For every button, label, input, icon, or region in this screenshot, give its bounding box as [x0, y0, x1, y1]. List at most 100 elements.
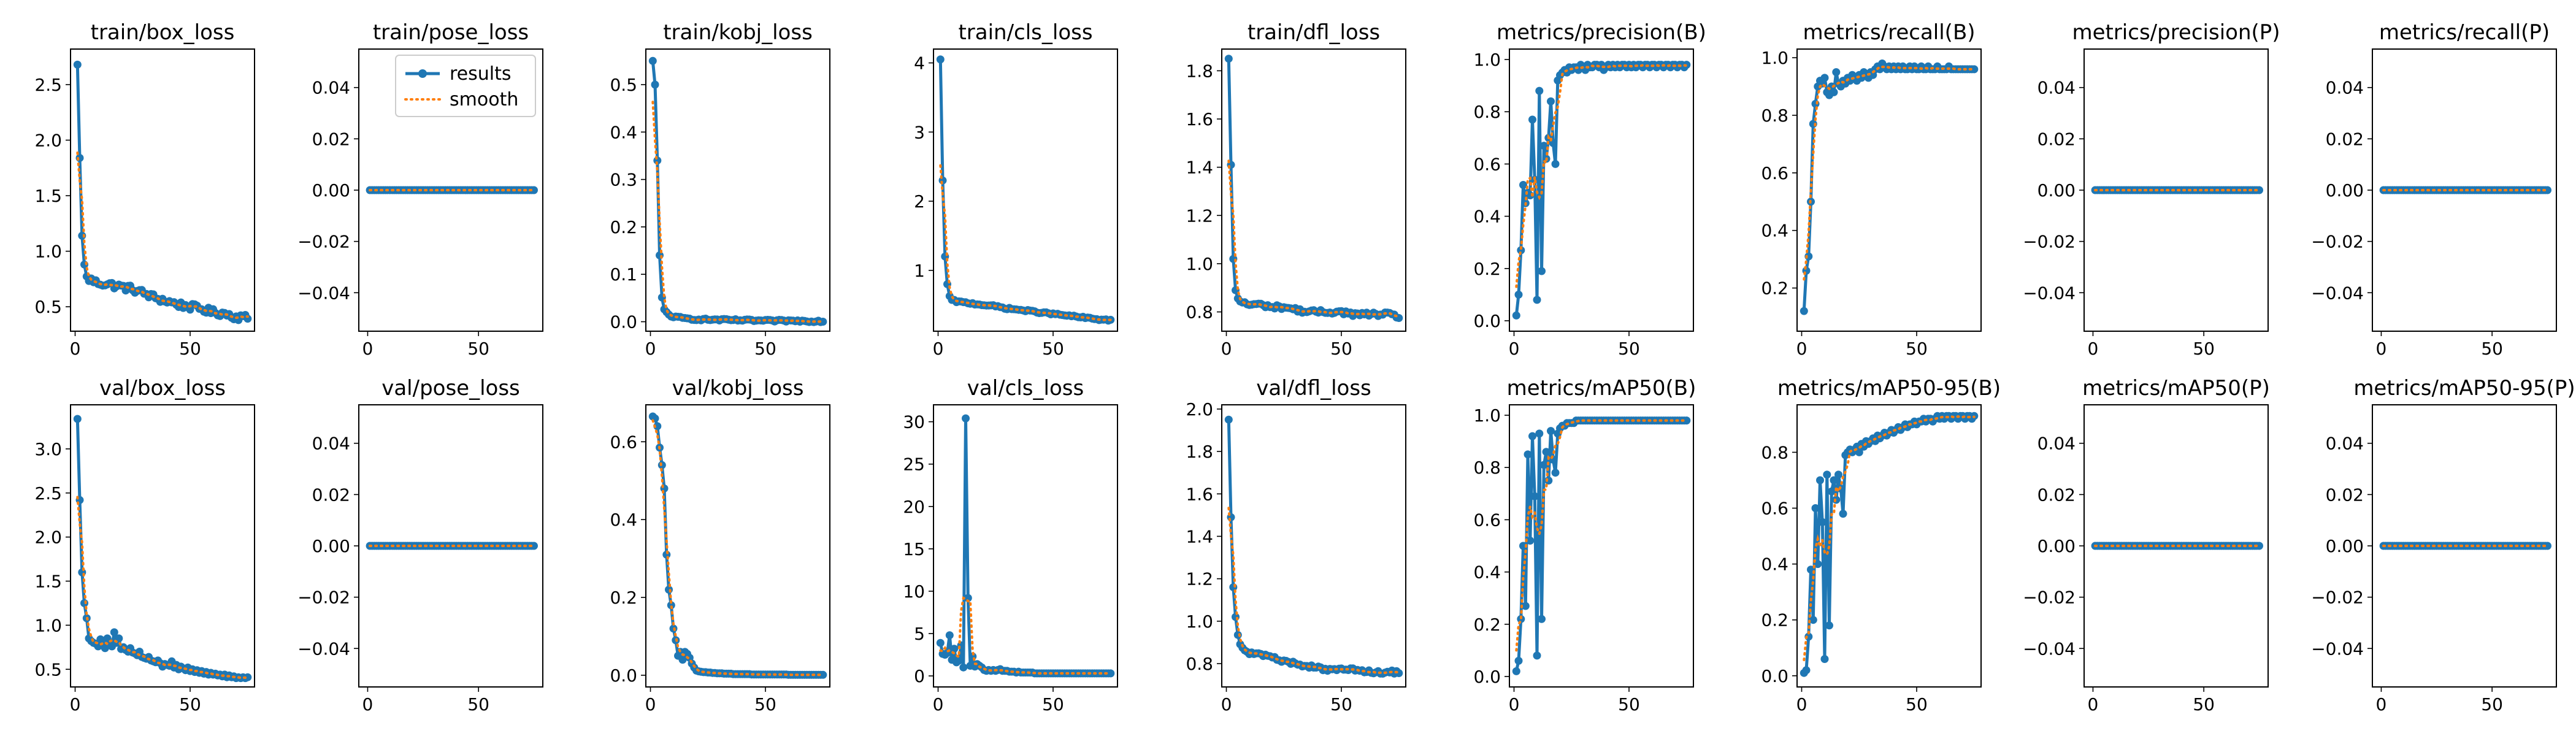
results-point	[1539, 142, 1548, 150]
subplot-metrics-map50-95-p: metrics/mAP50-95(P) −0.04 −0.02 0.00 0.02 0.0…	[2311, 376, 2575, 715]
subplot-title: val/box_loss	[99, 376, 226, 401]
y-tick-label: 1.0	[34, 242, 62, 262]
y-tick-label: 0.5	[610, 75, 637, 95]
results-point	[1535, 429, 1544, 438]
y-tick-label: 1.4	[1186, 526, 1213, 546]
y-tick-label: 0.04	[312, 434, 350, 454]
x-tick-label: 0	[933, 339, 944, 359]
smooth-line	[1227, 507, 1400, 675]
y-tick-label: −0.02	[2311, 588, 2364, 608]
y-tick-label: 0.02	[2326, 129, 2364, 149]
subplot-train-cls-loss: train/cls_loss 1 2 3 4 0 50	[914, 20, 1118, 359]
smooth-line	[651, 101, 824, 323]
y-tick-label: 0.4	[610, 122, 637, 142]
subplot-title: train/kobj_loss	[663, 20, 813, 45]
y-tick-label: 1.0	[1761, 48, 1788, 68]
y-tick-label: −0.04	[2311, 638, 2364, 659]
y-tick-label: 0.4	[1473, 207, 1501, 227]
subplot-train-kobj-loss: train/kobj_loss 0.0 0.1 0.2 0.3 0.4 0.5 0 50	[610, 20, 830, 359]
results-point	[1818, 518, 1827, 526]
y-tick-label: 1.4	[1186, 158, 1213, 178]
y-tick-label: 25	[903, 454, 925, 475]
y-tick-label: 0.2	[1761, 278, 1788, 299]
results-point	[2543, 186, 2551, 194]
y-tick-label: 0.2	[1761, 610, 1788, 631]
results-markers	[1224, 415, 1403, 678]
results-point	[1970, 65, 1979, 74]
smooth-line	[1803, 415, 1976, 661]
y-tick-label: 1	[914, 261, 925, 281]
results-markers	[936, 55, 1115, 325]
results-point	[1542, 448, 1551, 456]
y-tick-label: 0.02	[312, 485, 350, 505]
smooth-line	[939, 596, 1112, 675]
y-tick-label: 0.00	[2326, 536, 2364, 556]
results-point	[1533, 651, 1541, 660]
y-tick-label: 0.02	[2326, 485, 2364, 505]
axes-frame	[645, 404, 830, 688]
y-tick-label: 0.3	[610, 170, 637, 190]
results-line	[938, 59, 1111, 323]
y-tick-label: 0.0	[610, 665, 637, 686]
axes-frame	[358, 404, 543, 688]
results-point	[1106, 669, 1115, 678]
y-tick-label: 1.2	[1186, 569, 1213, 589]
y-tick-label: 0.8	[1186, 302, 1213, 323]
y-tick-label: −0.04	[2023, 638, 2076, 659]
y-tick-label: 0.4	[1473, 562, 1501, 583]
y-tick-label: 1.0	[1473, 50, 1501, 70]
subplot-metrics-precision-b: metrics/precision(B) 0.0 0.2 0.4 0.6 0.8 1.0 0 5…	[1473, 20, 1706, 359]
x-tick-label: 0	[2376, 694, 2387, 715]
results-markers	[648, 56, 827, 326]
y-tick-label: 0.5	[34, 659, 62, 680]
x-tick-label: 0	[1796, 694, 1807, 715]
subplot-title: train/pose_loss	[373, 20, 529, 45]
results-point	[1519, 181, 1527, 189]
subplot-title: val/pose_loss	[381, 376, 520, 401]
y-tick-label: 15	[903, 539, 925, 559]
results-point	[1811, 504, 1820, 512]
results-point	[1827, 487, 1836, 496]
results-point	[243, 673, 252, 681]
y-tick-label: 0.04	[2037, 434, 2076, 454]
x-tick-label: 50	[1330, 339, 1352, 359]
subplot-title: metrics/mAP50(P)	[2082, 376, 2270, 401]
smooth-line	[651, 419, 824, 677]
results-point	[819, 670, 827, 679]
y-tick-label: 0.5	[34, 297, 62, 317]
results-point	[936, 55, 945, 64]
results-point	[665, 585, 673, 594]
x-tick-label: 0	[1796, 339, 1807, 359]
y-tick-label: 30	[903, 412, 925, 432]
results-point	[1820, 74, 1829, 82]
y-tick-label: 0.02	[2037, 129, 2076, 149]
results-point	[1528, 432, 1536, 440]
subplot-title: metrics/mAP50-95(P)	[2353, 376, 2575, 401]
y-tick-label: −0.04	[2023, 283, 2076, 303]
smooth-line	[1515, 419, 1688, 652]
results-point	[1823, 470, 1831, 479]
y-tick-label: 0.00	[2037, 180, 2076, 201]
results-point	[1224, 415, 1233, 424]
results-point	[243, 315, 252, 323]
x-tick-label: 50	[2481, 339, 2503, 359]
x-tick-label: 50	[1906, 694, 1928, 715]
y-tick-label: 0.2	[610, 217, 637, 237]
results-point	[1830, 88, 1838, 96]
subplot-val-dfl-loss: val/dfl_loss 0.8 1.0 1.2 1.4 1.6 1.8 2.0 0 50	[1186, 376, 1406, 715]
axes-frame	[1509, 48, 1694, 332]
results-point	[1816, 476, 1824, 485]
x-tick-label: 50	[467, 694, 489, 715]
results-point	[1834, 470, 1842, 479]
y-tick-label: 0.1	[610, 264, 637, 285]
smooth-line	[76, 151, 249, 320]
y-tick-label: 1.6	[1186, 484, 1213, 504]
x-tick-label: 0	[362, 694, 374, 715]
axes-frame	[1796, 404, 1982, 688]
results-point	[1825, 621, 1833, 630]
y-tick-label: 1.0	[1186, 254, 1213, 274]
results-point	[1521, 602, 1530, 610]
x-tick-label: 0	[362, 339, 374, 359]
y-tick-label: 4	[914, 53, 925, 74]
